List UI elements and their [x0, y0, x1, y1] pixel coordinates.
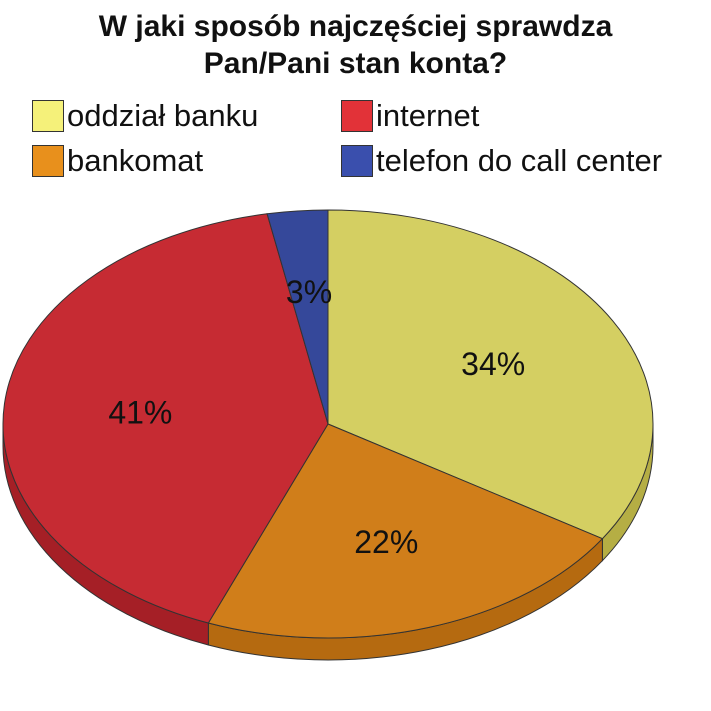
- legend-item-telefon: telefon do call center: [341, 143, 662, 179]
- pie-slice-internet: [2, 213, 329, 624]
- pie-slice-telefon: [266, 209, 329, 425]
- legend-item-bankomat: bankomat: [32, 143, 203, 179]
- legend-swatch-oddzial-banku: [32, 100, 64, 132]
- pie-labels: 34% 22% 41% 3%: [108, 274, 525, 560]
- legend-swatch-bankomat: [32, 145, 64, 177]
- pie-chart: 34% 22% 41% 3%: [2, 209, 654, 661]
- legend-item-oddzial-banku: oddział banku: [32, 98, 258, 134]
- legend-label-internet: internet: [376, 98, 480, 133]
- chart-title-line-2: Pan/Pani stan konta?: [203, 47, 508, 80]
- pie-label-internet: 41%: [108, 394, 172, 430]
- legend-label-telefon: telefon do call center: [376, 143, 663, 178]
- pie-label-bankomat: 22%: [354, 524, 418, 560]
- legend-item-internet: internet: [341, 98, 479, 134]
- chart-title-line-1: W jaki sposób najczęściej sprawdza: [98, 10, 613, 43]
- pie-slice-bankomat: [207, 423, 604, 639]
- pie-label-oddzial-banku: 34%: [461, 346, 525, 382]
- pie-slices: [2, 209, 654, 639]
- chart-title: W jaki sposób najczęściej sprawdza Pan/P…: [0, 8, 711, 82]
- legend-swatch-internet: [341, 100, 373, 132]
- pie-label-telefon: 3%: [286, 274, 332, 310]
- legend-swatch-telefon: [341, 145, 373, 177]
- pie-slice-oddzial-banku: [327, 209, 654, 540]
- legend-label-bankomat: bankomat: [67, 143, 204, 178]
- legend-label-oddzial-banku: oddział banku: [67, 98, 259, 133]
